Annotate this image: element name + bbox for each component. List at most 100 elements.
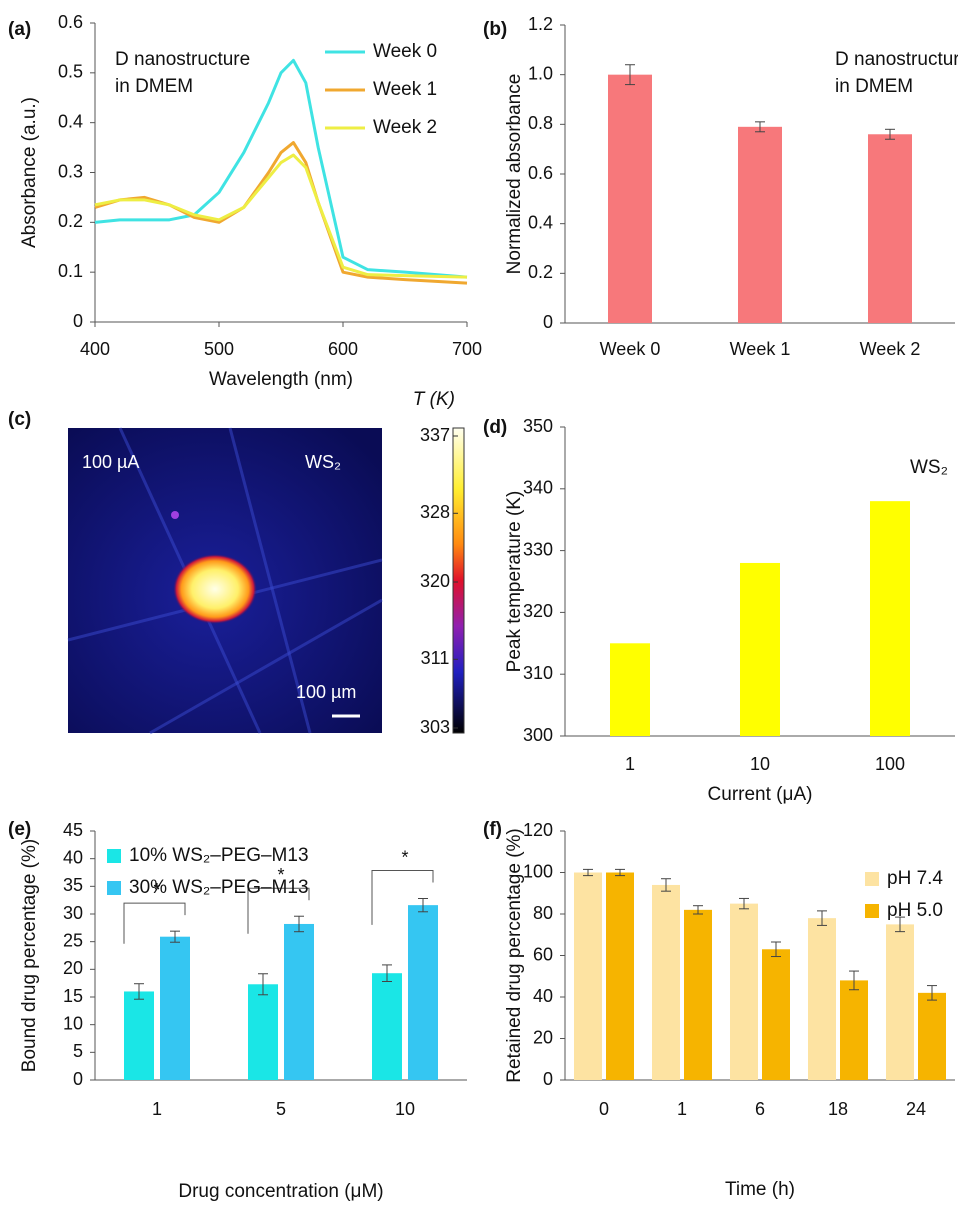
x-tick-label: 0 — [599, 1099, 609, 1119]
x-tick-label: 10 — [750, 754, 770, 774]
x-tick-label: 24 — [906, 1099, 926, 1119]
y-tick-label: 1.0 — [528, 63, 553, 83]
annotation: D nanostructure — [835, 49, 958, 70]
y-tick-label: 0 — [543, 1069, 553, 1089]
colorbar-tick-label: 328 — [420, 502, 450, 522]
legend-label: pH 5.0 — [887, 900, 943, 921]
bar — [762, 949, 790, 1080]
legend-swatch — [107, 881, 121, 895]
bar — [408, 905, 438, 1080]
y-tick-label: 20 — [63, 958, 83, 978]
y-tick-label: 300 — [523, 725, 553, 745]
annotation: 100 µA — [82, 452, 139, 472]
bar — [284, 924, 314, 1080]
y-tick-label: 0.6 — [528, 163, 553, 183]
x-tick-label: 1 — [625, 754, 635, 774]
y-axis-label: Peak temperature (K) — [504, 491, 525, 673]
x-tick-label: Week 1 — [730, 339, 791, 359]
annotation: WS₂ — [305, 452, 341, 472]
colorbar-tick-label: 311 — [421, 648, 450, 668]
x-tick-label: 5 — [276, 1099, 286, 1119]
y-axis-label: Bound drug percentage (%) — [19, 839, 40, 1072]
bar — [740, 563, 780, 736]
bar — [870, 501, 910, 736]
legend-swatch — [865, 904, 879, 918]
annotation: in DMEM — [835, 76, 913, 97]
significance-label: * — [401, 847, 408, 867]
line-series — [95, 155, 467, 277]
legend-swatch — [107, 849, 121, 863]
annotation: 100 µm — [296, 682, 356, 702]
bar — [606, 873, 634, 1081]
x-tick-label: Week 2 — [860, 339, 921, 359]
y-tick-label: 30 — [63, 903, 83, 923]
panel-label: (b) — [483, 19, 507, 40]
y-tick-label: 330 — [523, 539, 553, 559]
hot-dot — [171, 511, 179, 519]
bar — [840, 980, 868, 1080]
panel-label: (e) — [8, 819, 31, 840]
y-tick-label: 0.2 — [58, 211, 83, 231]
legend-label: 30% WS₂–PEG–M13 — [129, 877, 309, 898]
x-axis-label: Time (h) — [725, 1179, 795, 1200]
bar — [652, 885, 680, 1080]
y-tick-label: 0.1 — [58, 261, 83, 281]
x-tick-label: Week 0 — [600, 339, 661, 359]
colorbar-tick-label: 320 — [420, 571, 450, 591]
bar — [574, 873, 602, 1081]
y-tick-label: 120 — [523, 820, 553, 840]
panel-label: (c) — [8, 409, 31, 430]
bar — [160, 937, 190, 1080]
annotation: D nanostructure — [115, 49, 250, 70]
legend-swatch — [865, 872, 879, 886]
y-tick-label: 0 — [73, 311, 83, 331]
x-tick-label: 400 — [80, 339, 110, 359]
y-tick-label: 80 — [533, 903, 553, 923]
y-tick-label: 320 — [523, 601, 553, 621]
y-tick-label: 20 — [533, 1027, 553, 1047]
x-tick-label: 1 — [677, 1099, 687, 1119]
legend-label: Week 0 — [373, 41, 437, 62]
y-tick-label: 1.2 — [528, 14, 553, 34]
bar — [124, 991, 154, 1080]
y-axis-label: Normalized absorbance — [504, 74, 525, 275]
x-tick-label: 700 — [452, 339, 482, 359]
bar — [918, 993, 946, 1080]
y-tick-label: 310 — [523, 663, 553, 683]
bar — [248, 984, 278, 1080]
x-tick-label: 600 — [328, 339, 358, 359]
bar — [886, 924, 914, 1080]
y-tick-label: 40 — [63, 847, 83, 867]
y-tick-label: 0.5 — [58, 62, 83, 82]
x-axis-label: Wavelength (nm) — [209, 369, 353, 390]
y-tick-label: 0.4 — [528, 212, 553, 232]
bar — [608, 75, 652, 323]
legend-label: Week 2 — [373, 117, 437, 138]
legend-label: Week 1 — [373, 79, 437, 100]
annotation: WS₂ — [910, 457, 948, 478]
y-tick-label: 60 — [533, 944, 553, 964]
bar — [610, 643, 650, 736]
x-tick-label: 6 — [755, 1099, 765, 1119]
y-tick-label: 340 — [523, 478, 553, 498]
panel-label: (a) — [8, 19, 31, 40]
x-tick-label: 500 — [204, 339, 234, 359]
figure: (a)00.10.20.30.40.50.6Absorbance (a.u.)W… — [0, 0, 958, 1205]
bar — [372, 973, 402, 1080]
panel-label: (d) — [483, 417, 507, 438]
y-axis-label: Absorbance (a.u.) — [19, 97, 40, 248]
y-axis-label: Retained drug percentage (%) — [504, 828, 525, 1083]
y-tick-label: 0.6 — [58, 12, 83, 32]
y-tick-label: 0.8 — [528, 113, 553, 133]
bar — [730, 904, 758, 1080]
y-tick-label: 0 — [543, 312, 553, 332]
y-tick-label: 0.4 — [58, 111, 83, 131]
bar — [738, 127, 782, 323]
x-tick-label: 100 — [875, 754, 905, 774]
y-tick-label: 5 — [73, 1041, 83, 1061]
y-tick-label: 15 — [63, 986, 83, 1006]
x-tick-label: 18 — [828, 1099, 848, 1119]
y-tick-label: 350 — [523, 416, 553, 436]
colorbar — [453, 428, 464, 733]
y-tick-label: 45 — [63, 820, 83, 840]
